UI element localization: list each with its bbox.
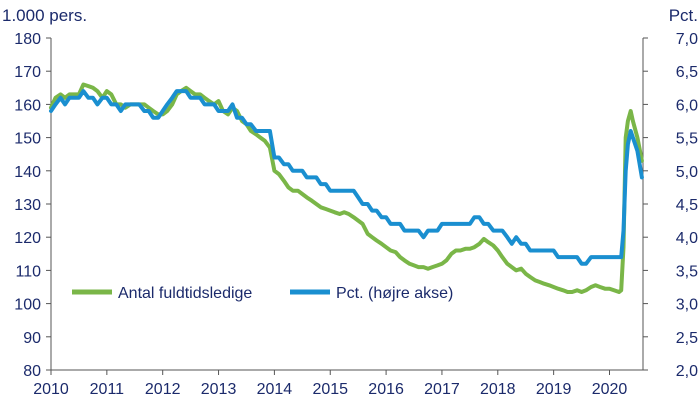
- right-tick-label: 2,0: [676, 363, 698, 380]
- x-tick-label: 2015: [312, 381, 348, 398]
- left-tick-label: 140: [14, 164, 41, 181]
- x-tick-label: 2019: [536, 381, 572, 398]
- left-tick-label: 100: [14, 297, 41, 314]
- right-tick-label: 2,5: [676, 330, 698, 347]
- x-tick-label: 2012: [145, 381, 181, 398]
- left-tick-label: 180: [14, 31, 41, 48]
- left-tick-label: 170: [14, 64, 41, 81]
- x-tick-label: 2011: [90, 381, 125, 398]
- right-axis-title: Pct.: [669, 6, 698, 25]
- right-tick-label: 6,5: [676, 64, 698, 81]
- left-tick-label: 130: [14, 197, 41, 214]
- x-tick-label: 2016: [368, 381, 404, 398]
- right-tick-label: 3,5: [676, 263, 698, 280]
- x-tick-label: 2013: [201, 381, 237, 398]
- axes: 80 90 100 110 120 130 140 150 160 170 180 2,0 2,5 3,0…: [14, 31, 698, 398]
- right-tick-label: 3,0: [676, 297, 698, 314]
- series-line-antal-fuldtidsledige: [49, 82, 644, 294]
- right-tick-label: 4,5: [676, 197, 698, 214]
- left-tick-label: 160: [14, 97, 41, 114]
- series-line-pct: [49, 89, 644, 266]
- x-tick-label: 2018: [480, 381, 516, 398]
- x-tick-label: 2014: [257, 381, 293, 398]
- right-tick-label: 5,5: [676, 131, 698, 148]
- left-tick-label: 120: [14, 230, 41, 247]
- legend-label: Antal fuldtidsledige: [118, 285, 252, 302]
- right-tick-label: 5,0: [676, 164, 698, 181]
- left-tick-label: 80: [23, 363, 41, 380]
- right-tick-label: 7,0: [676, 31, 698, 48]
- series-lines: [49, 82, 644, 294]
- right-tick-label: 4,0: [676, 230, 698, 247]
- left-tick-label: 110: [15, 263, 41, 280]
- left-axis-title: 1.000 pers.: [2, 6, 87, 25]
- left-tick-label: 90: [23, 330, 41, 347]
- legend-label: Pct. (højre akse): [336, 285, 453, 302]
- x-tick-label: 2020: [592, 381, 628, 398]
- left-tick-label: 150: [14, 131, 41, 148]
- x-tick-label: 2010: [33, 381, 69, 398]
- legend: Antal fuldtidsledige Pct. (højre akse): [72, 285, 453, 302]
- right-tick-label: 6,0: [676, 97, 698, 114]
- x-tick-label: 2017: [424, 381, 460, 398]
